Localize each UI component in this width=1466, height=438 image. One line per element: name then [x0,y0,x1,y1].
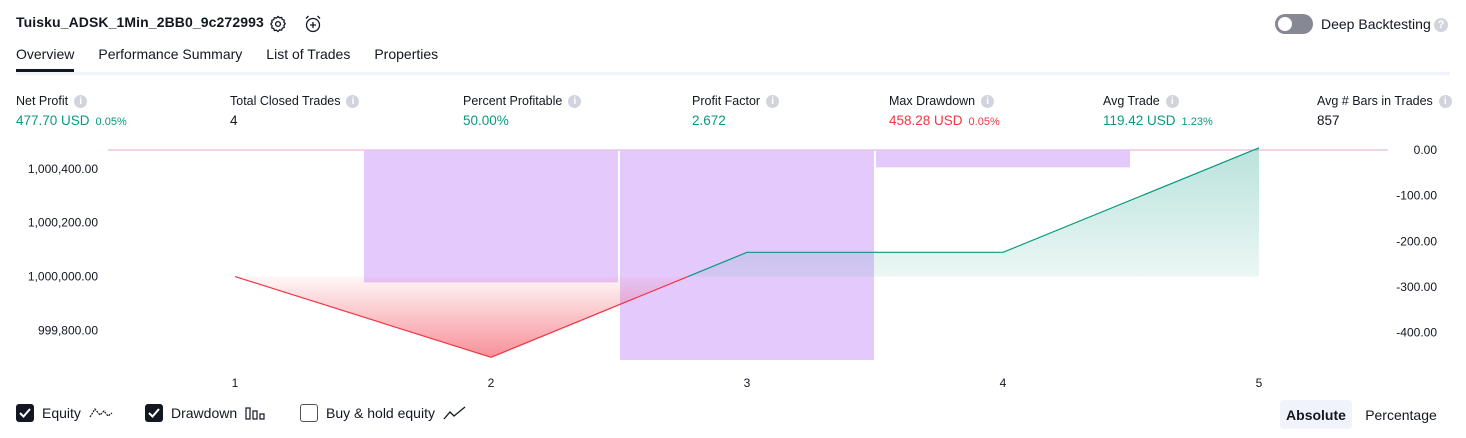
left-axis-tick-label: 1,000,200.00 [28,216,98,230]
buy-hold-checkbox[interactable] [300,404,318,422]
metric-value: 2.672 [692,113,726,128]
legend-drawdown[interactable]: Drawdown [145,404,267,422]
toggle-knob [1278,17,1292,31]
left-axis-tick-label: 1,000,000.00 [28,270,98,284]
metric-net-profit: Net Profit i 477.70 USD 0.05% [16,94,127,128]
right-axis-tick-label: -300.00 [1396,280,1437,294]
info-icon[interactable]: i [568,94,582,108]
info-icon[interactable]: i [981,94,995,108]
tab-divider [16,72,1450,75]
right-axis-tick-label: -400.00 [1396,326,1437,340]
strategy-title: Tuisku_ADSK_1Min_2BB0_9c272993 [16,14,264,30]
drawdown-bar [876,150,1130,168]
legend-buy-hold[interactable]: Buy & hold equity [300,404,467,422]
legend-label: Buy & hold equity [326,405,435,421]
info-icon[interactable]: i [74,94,88,108]
info-icon[interactable]: i [766,94,780,108]
x-axis-tick-label: 5 [1256,376,1263,390]
legend-equity[interactable]: Equity [16,404,113,422]
equity-line-segment [1002,147,1260,253]
metric-value: 477.70 USD [16,113,90,128]
help-icon[interactable]: ? [1434,18,1448,32]
x-axis-tick-label: 1 [232,376,239,390]
metric-value: 458.28 USD [889,113,963,128]
x-axis-tick-label: 2 [488,376,495,390]
left-axis-tick-label: 1,000,400.00 [28,162,98,176]
metric-label: Avg Trade [1103,94,1160,108]
absolute-button[interactable]: Absolute [1280,400,1352,429]
percentage-button[interactable]: Percentage [1365,406,1437,423]
metric-percent: 0.05% [968,116,1000,128]
metric-avg-trade: Avg Trade i 119.42 USD 1.23% [1103,94,1213,128]
metric-profit-factor: Profit Factor i 2.672 [692,94,780,128]
equity-loss-area [235,276,688,358]
x-axis-tick-label: 4 [1000,376,1007,390]
metric-label: Total Closed Trades [230,94,341,108]
metric-label: Percent Profitable [463,94,563,108]
right-axis-tick-label: -100.00 [1396,189,1437,203]
metric-value: 119.42 USD [1103,113,1176,128]
equity-gain-area [687,147,1259,277]
tab-properties[interactable]: Properties [374,46,439,62]
equity-checkbox[interactable] [16,404,34,422]
right-axis-tick-label: -200.00 [1396,234,1437,248]
metric-value: 857 [1317,113,1340,128]
metric-value: 50.00% [463,113,509,128]
metric-max-drawdown: Max Drawdown i 458.28 USD 0.05% [889,94,1000,128]
tab-list-of-trades[interactable]: List of Trades [266,46,351,62]
metric-value: 4 [230,113,238,128]
metric-label: Max Drawdown [889,94,976,108]
legend-label: Drawdown [171,405,238,421]
metric-label: Net Profit [16,94,69,108]
drawdown-checkbox[interactable] [145,404,163,422]
metric-percent-profitable: Percent Profitable i 50.00% [463,94,582,128]
right-axis-tick-label: 0.00 [1414,143,1438,157]
tab-bar: Overview Performance Summary List of Tra… [16,46,462,72]
equity-line-icon [89,406,113,420]
drawdown-bars-icon [245,406,267,420]
equity-line-segment [490,275,689,358]
tab-overview[interactable]: Overview [16,46,75,72]
equity-line-segment [234,275,492,358]
metric-label: Avg # Bars in Trades [1317,94,1433,108]
info-icon[interactable]: i [1438,94,1452,108]
drawdown-bar [364,150,618,283]
buy-hold-line-icon [443,406,467,420]
metric-percent: 1.23% [1181,116,1213,128]
equity-line-segment [687,251,748,278]
metric-percent: 0.05% [95,116,127,128]
tab-performance-summary[interactable]: Performance Summary [98,46,243,62]
alarm-add-icon[interactable] [302,13,324,35]
metric-label: Profit Factor [692,94,761,108]
info-icon[interactable]: i [1165,94,1179,108]
info-icon[interactable]: i [346,94,360,108]
settings-icon[interactable] [268,14,288,34]
metric-total-closed-trades: Total Closed Trades i 4 [230,94,360,128]
deep-backtesting-toggle[interactable] [1275,14,1313,34]
deep-backtesting-label: Deep Backtesting [1321,16,1431,32]
metric-avg-bars: Avg # Bars in Trades i 857 [1317,94,1452,128]
left-axis-tick-label: 999,800.00 [38,323,98,337]
x-axis-tick-label: 3 [744,376,751,390]
legend-label: Equity [42,405,81,421]
